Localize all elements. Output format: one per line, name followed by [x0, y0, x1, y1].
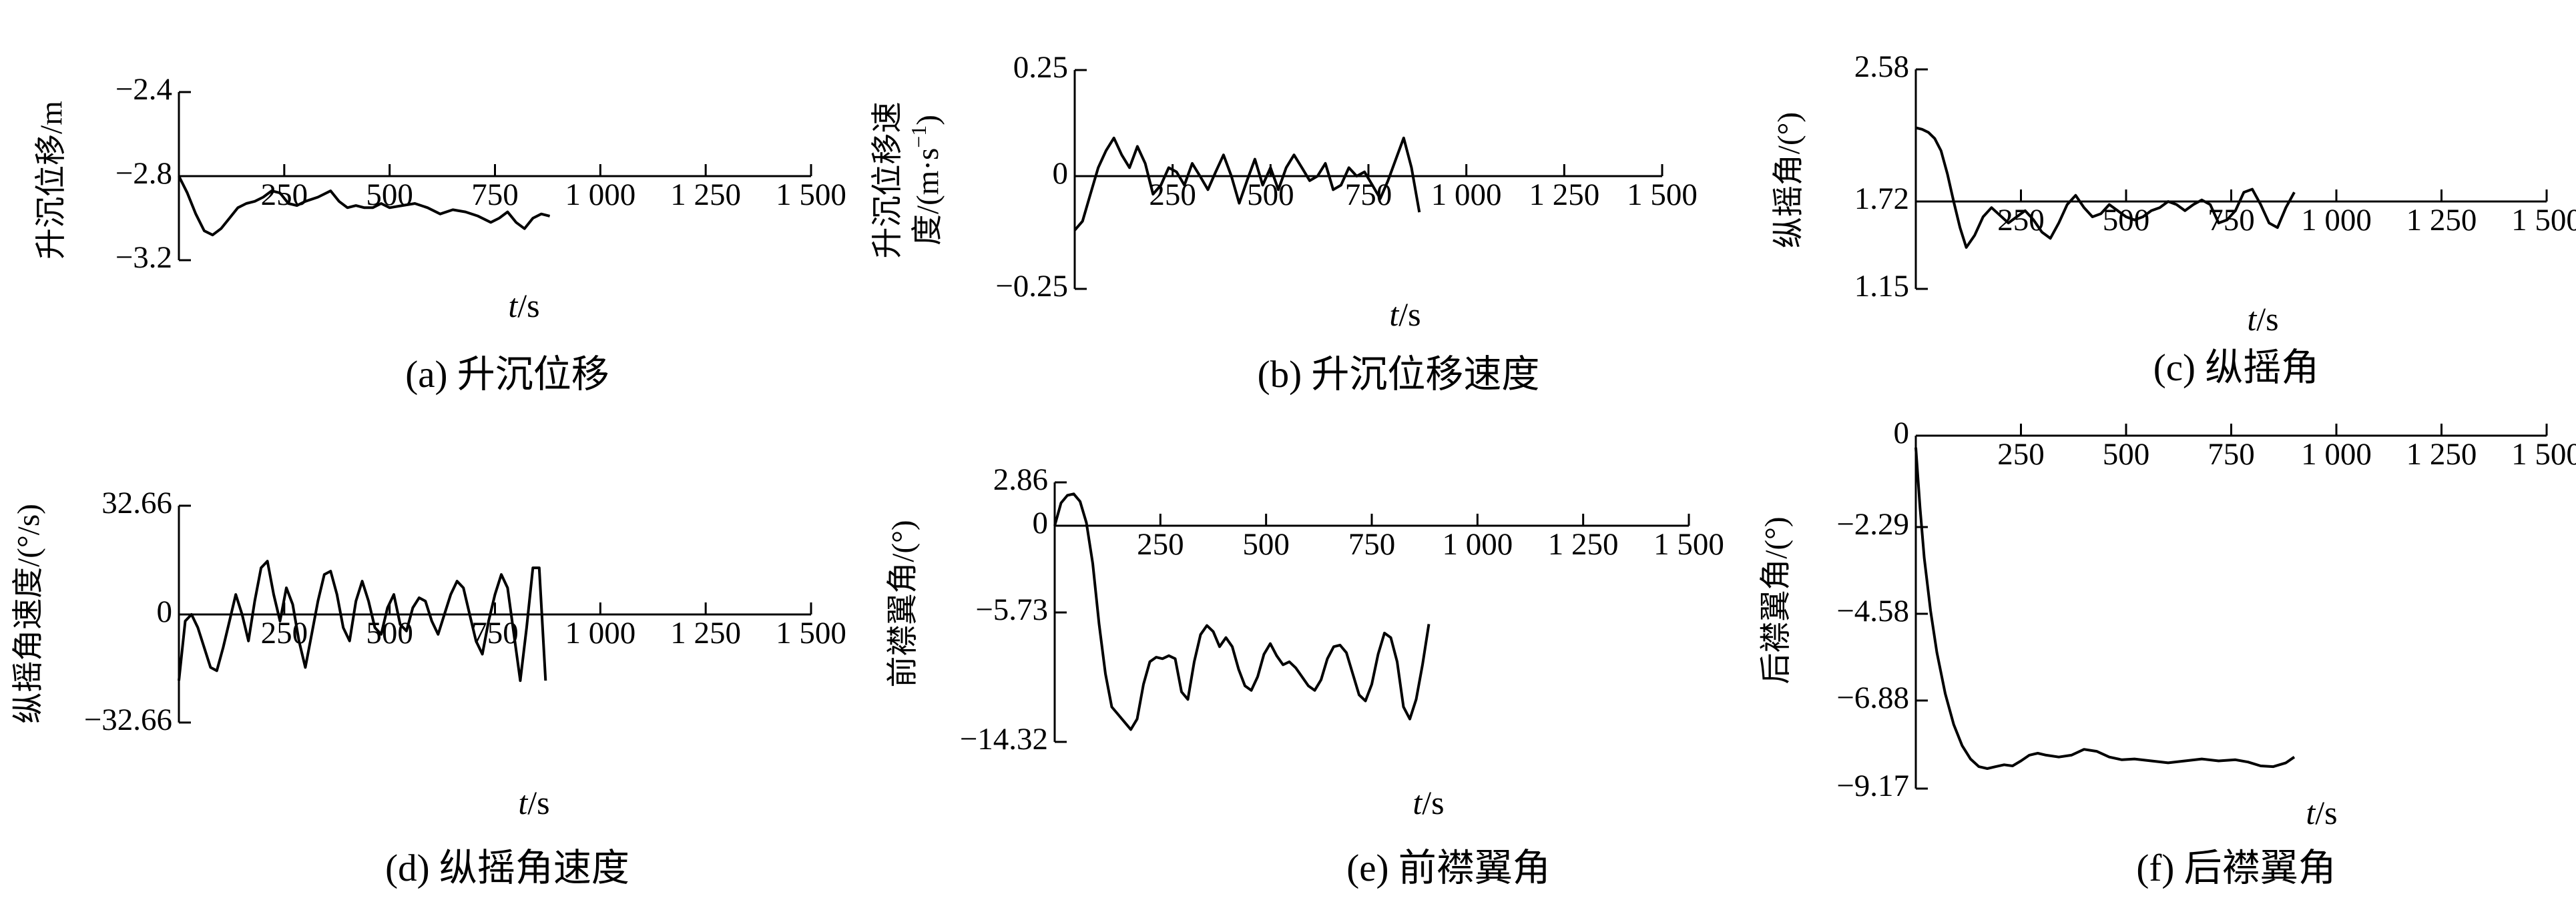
- y-tick-label: −5.73: [975, 592, 1048, 627]
- x-tick-label: 1 250: [670, 177, 741, 212]
- x-tick-label: 750: [471, 177, 519, 212]
- x-tick-label: 1 250: [1548, 527, 1619, 562]
- panel-caption: (f) 后襟翼角: [2136, 847, 2336, 889]
- y-axis-label-line2: 度/(m·s−1): [907, 115, 945, 246]
- series-line: [1915, 126, 2296, 249]
- x-tick-label: 1 000: [565, 177, 635, 212]
- x-tick-label: 500: [2103, 203, 2150, 238]
- y-axis-label: 升沉位移速: [870, 102, 905, 259]
- x-axis-label: t/s: [1389, 296, 1421, 333]
- x-tick-label: 1 250: [2406, 203, 2477, 238]
- x-tick-label: 750: [1345, 177, 1392, 212]
- x-tick-label: 1 500: [1627, 177, 1698, 212]
- x-tick-label: 1 000: [565, 616, 635, 650]
- x-tick-label: 1 250: [2406, 437, 2477, 472]
- y-axis-label: 纵摇角/(°): [1772, 112, 1806, 248]
- x-tick-label: 750: [471, 616, 519, 650]
- x-tick-label: 1 000: [1442, 527, 1513, 562]
- y-axis-label: 升沉位移/m: [34, 101, 69, 260]
- panel-caption: (c) 纵摇角: [2153, 347, 2320, 389]
- x-tick-label: 500: [1242, 527, 1290, 562]
- x-axis-label: t/s: [2306, 794, 2337, 831]
- panel-caption: (b) 升沉位移速度: [1258, 354, 1540, 396]
- y-tick-label: −14.32: [960, 722, 1048, 757]
- y-tick-label: 0: [1894, 416, 1910, 450]
- series-line: [1053, 492, 1431, 731]
- x-tick-label: 1 500: [776, 177, 846, 212]
- x-tick-label: 1 250: [670, 616, 741, 650]
- x-axis-label: t/s: [518, 784, 549, 821]
- y-tick-label: −2.29: [1836, 507, 1909, 542]
- x-tick-label: 750: [1348, 527, 1396, 562]
- x-tick-label: 1 500: [776, 616, 846, 650]
- panel-caption: (d) 纵摇角速度: [385, 847, 629, 889]
- y-tick-label: 1.15: [1854, 269, 1909, 304]
- x-axis-label: t/s: [1412, 784, 1444, 821]
- y-tick-label: 0: [1053, 156, 1069, 191]
- x-tick-label: 1 500: [2511, 437, 2576, 472]
- y-tick-label: 0: [157, 594, 173, 629]
- x-axis-label: t/s: [2247, 300, 2278, 338]
- panel-caption: (a) 升沉位移: [405, 354, 609, 396]
- y-tick-label: −0.25: [995, 269, 1068, 304]
- panel-4: 2.86 0 −5.73 −14.32 250 500 750 1 000 1 250 1 500…: [886, 462, 1724, 889]
- y-axis-label: 后襟翼角/(°): [1759, 516, 1794, 684]
- y-tick-label: −4.58: [1836, 594, 1909, 628]
- x-tick-label: 500: [1247, 177, 1294, 212]
- x-tick-label: 1 000: [2301, 437, 2372, 472]
- x-tick-label: 750: [2208, 203, 2255, 238]
- y-tick-label: −9.17: [1836, 769, 1909, 803]
- y-axis-label: 纵摇角速度/(°/s): [11, 504, 46, 724]
- x-axis-label: t/s: [508, 287, 539, 324]
- panel-1: 0.25 0 −0.25 250 500 750 1 000 1 250 1 500 t/s 升沉位…: [870, 50, 1698, 396]
- y-tick-label: −2.8: [115, 156, 172, 191]
- x-tick-label: 250: [1137, 527, 1184, 562]
- x-tick-label: 1 500: [2511, 203, 2576, 238]
- x-tick-label: 1 000: [2301, 203, 2372, 238]
- panel-5: 0 −2.29 −4.58 −6.88 −9.17 250 500 750 1 000 1 250…: [1759, 416, 2576, 889]
- y-tick-label: 32.66: [101, 486, 172, 520]
- x-tick-label: 1 250: [1529, 177, 1599, 212]
- x-tick-label: 750: [2208, 437, 2255, 472]
- y-tick-label: −3.2: [115, 240, 172, 275]
- y-tick-label: −2.4: [115, 72, 172, 107]
- panel-caption: (e) 前襟翼角: [1346, 847, 1551, 889]
- y-tick-label: −32.66: [84, 703, 172, 737]
- y-tick-label: 2.58: [1854, 49, 1909, 84]
- y-tick-label: 0.25: [1013, 50, 1068, 85]
- y-tick-label: 1.72: [1854, 181, 1909, 216]
- series-line: [178, 175, 551, 237]
- series-line: [1073, 136, 1421, 232]
- x-tick-label: 1 500: [1653, 527, 1724, 562]
- x-tick-label: 250: [1997, 437, 2045, 472]
- y-tick-label: 0: [1033, 506, 1049, 540]
- y-tick-label: −6.88: [1836, 681, 1909, 715]
- series-line: [178, 560, 547, 683]
- x-tick-label: 250: [1149, 177, 1196, 212]
- y-tick-label: 2.86: [993, 462, 1048, 497]
- x-tick-label: 500: [2103, 437, 2150, 472]
- series-line: [1914, 447, 2296, 770]
- x-tick-label: 1 000: [1431, 177, 1502, 212]
- y-axis-label: 前襟翼角/(°): [886, 520, 921, 687]
